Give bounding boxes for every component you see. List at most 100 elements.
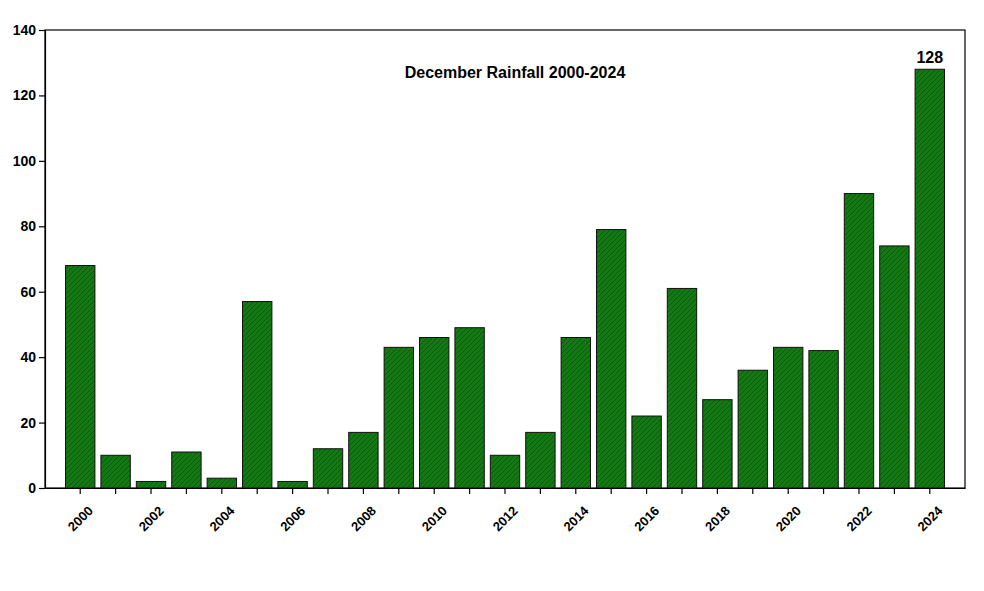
bar: [278, 481, 307, 488]
x-tick-mark: [894, 488, 895, 494]
bar: [915, 69, 944, 488]
y-tick-label: 100: [13, 153, 37, 169]
x-tick-label: 2014: [560, 503, 592, 535]
y-tick: 80: [20, 218, 45, 234]
bar: [349, 432, 378, 488]
x-tick: 2004: [206, 488, 238, 534]
x-tick-label: 2008: [348, 503, 379, 534]
bar: [809, 351, 838, 488]
x-tick: [823, 488, 824, 494]
x-tick-label: 2020: [773, 503, 804, 534]
x-tick: 2006: [277, 488, 308, 534]
bar: [773, 347, 802, 488]
annotation: 128: [916, 49, 943, 66]
x-tick-mark: [292, 488, 293, 494]
x-tick-mark: [80, 488, 81, 494]
plot-frame: [45, 30, 965, 488]
x-tick-mark: [681, 488, 682, 494]
x-tick: [186, 488, 187, 494]
bar: [384, 347, 413, 488]
x-tick-mark: [752, 488, 753, 494]
bar: [597, 230, 626, 488]
plot-area: [66, 69, 945, 488]
x-tick-label: 2006: [277, 503, 308, 534]
x-tick-mark: [221, 488, 222, 494]
x-tick-label: 2024: [914, 503, 946, 535]
x-axis: 2000200220042006200820102012201420162018…: [46, 488, 966, 534]
x-tick: [752, 488, 753, 494]
x-tick-mark: [434, 488, 435, 494]
x-tick: 2020: [773, 488, 804, 534]
x-tick: 2018: [702, 488, 733, 534]
bar: [844, 194, 873, 488]
x-tick-mark: [823, 488, 824, 494]
bar: [313, 449, 342, 488]
y-tick-mark: [39, 488, 45, 489]
y-tick: 120: [13, 87, 45, 103]
y-tick-label: 40: [20, 349, 36, 365]
x-tick: [540, 488, 541, 494]
y-tick: 40: [20, 349, 45, 365]
bar: [207, 478, 236, 488]
x-tick-mark: [504, 488, 505, 494]
x-tick: [611, 488, 612, 494]
x-tick: [469, 488, 470, 494]
x-tick: [398, 488, 399, 494]
chart: 0204060801001201402000200220042006200820…: [0, 0, 984, 591]
bar: [455, 328, 484, 488]
bar: [526, 432, 555, 488]
y-tick: 140: [13, 22, 45, 38]
x-tick-mark: [575, 488, 576, 494]
x-tick-mark: [115, 488, 116, 494]
x-tick-label: 2018: [702, 503, 733, 534]
y-tick-mark: [39, 422, 45, 423]
x-tick-mark: [540, 488, 541, 494]
x-tick-mark: [929, 488, 930, 494]
x-tick: [894, 488, 895, 494]
x-tick: 2012: [490, 488, 521, 534]
bar: [66, 266, 95, 488]
y-tick-mark: [39, 95, 45, 96]
bar: [738, 370, 767, 488]
x-tick: [328, 488, 329, 494]
y-tick-label: 0: [28, 480, 36, 496]
bar: [172, 452, 201, 488]
bar: [243, 302, 272, 488]
y-tick-label: 20: [20, 415, 36, 431]
y-axis: 0 20 40 60 80 100 120 140: [13, 22, 46, 496]
y-tick-label: 140: [13, 22, 37, 38]
y-tick: 100: [13, 153, 45, 169]
x-tick: [257, 488, 258, 494]
x-tick-label: 2004: [206, 503, 238, 535]
bar: [136, 481, 165, 488]
x-tick: [681, 488, 682, 494]
x-tick-mark: [363, 488, 364, 494]
y-tick-mark: [39, 226, 45, 227]
x-tick-mark: [646, 488, 647, 494]
x-tick-label: 2002: [136, 503, 167, 534]
bar: [703, 400, 732, 488]
y-tick-mark: [39, 292, 45, 293]
y-tick-mark: [39, 161, 45, 162]
chart-title: December Rainfall 2000-2024: [405, 64, 626, 81]
y-tick: 0: [28, 480, 45, 496]
y-tick-label: 60: [20, 284, 36, 300]
y-tick-label: 120: [13, 87, 37, 103]
bar: [632, 416, 661, 488]
y-tick-mark: [39, 30, 45, 31]
y-tick-mark: [39, 357, 45, 358]
bar: [561, 338, 590, 488]
x-tick: 2010: [419, 488, 450, 534]
bar: [667, 288, 696, 488]
x-tick-mark: [788, 488, 789, 494]
bar: [101, 455, 130, 488]
x-tick: 2024: [914, 488, 946, 534]
bar: [490, 455, 519, 488]
x-tick-label: 2016: [631, 503, 662, 534]
x-tick-label: 2010: [419, 503, 450, 534]
x-tick-mark: [150, 488, 151, 494]
x-tick-mark: [257, 488, 258, 494]
x-tick-mark: [858, 488, 859, 494]
bar: [420, 338, 449, 488]
x-tick-mark: [469, 488, 470, 494]
